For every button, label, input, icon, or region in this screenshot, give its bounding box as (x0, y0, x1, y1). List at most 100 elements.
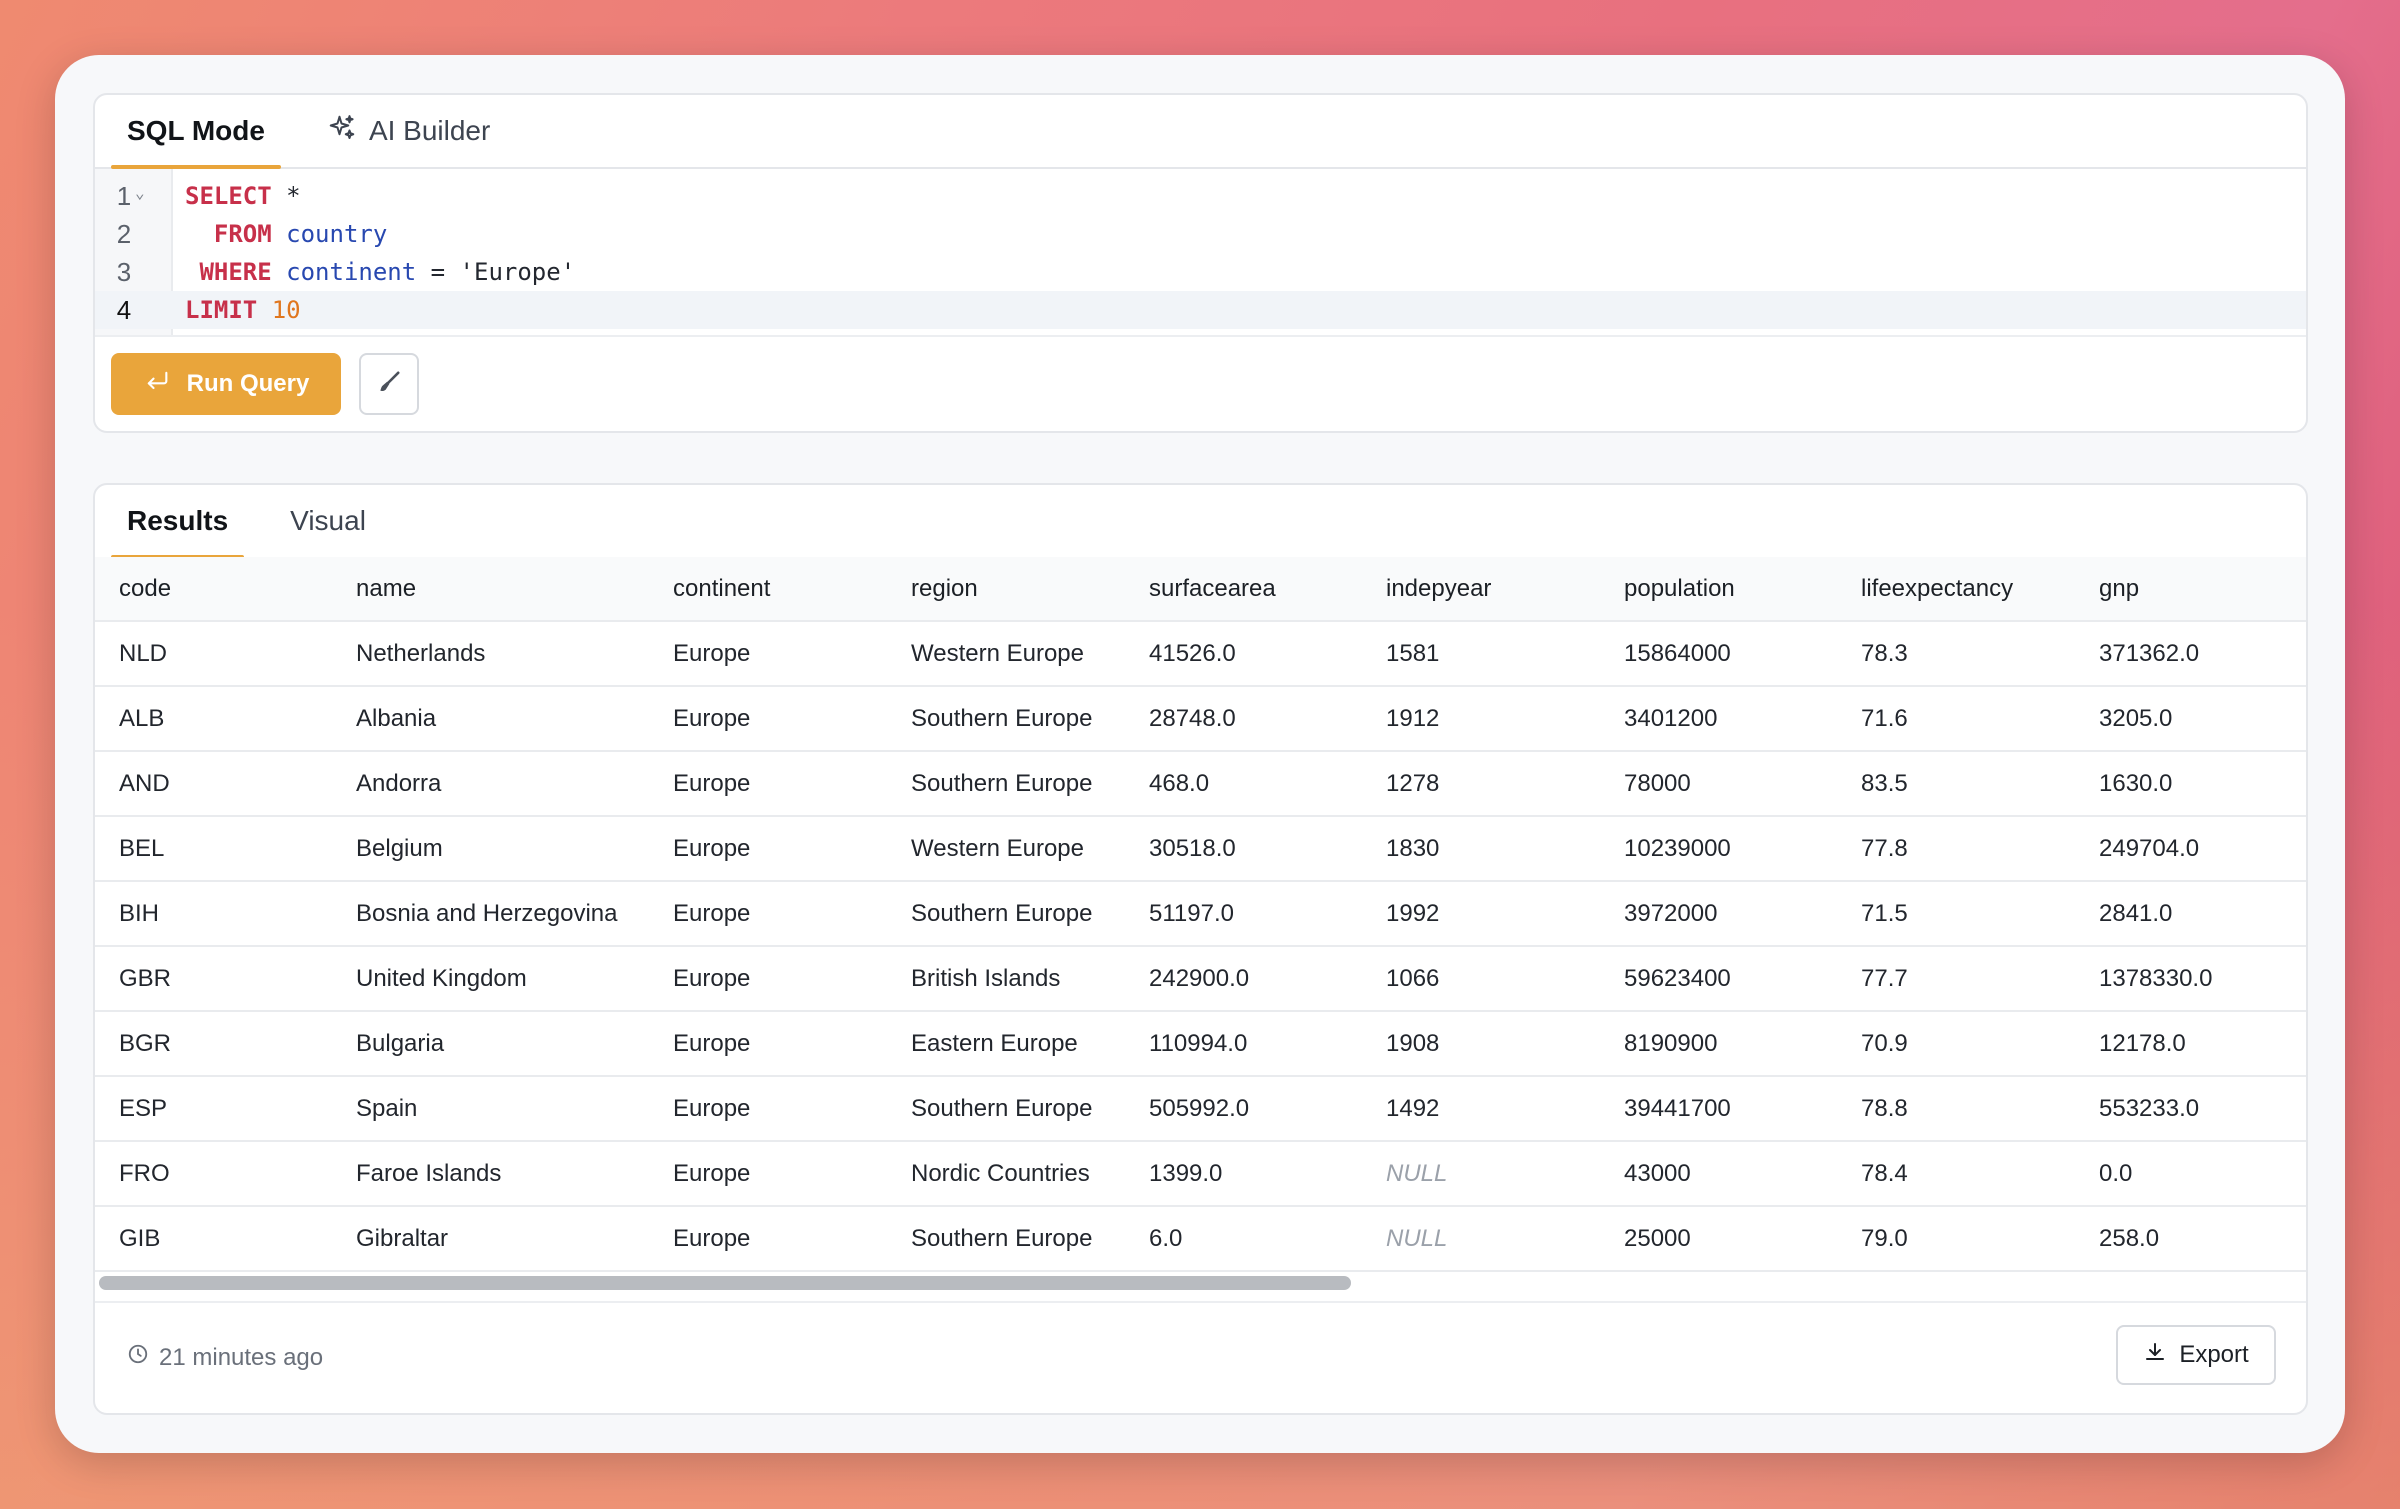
tab-label: AI Builder (368, 115, 491, 146)
table-cell: NULL (1362, 1141, 1600, 1207)
table-row[interactable]: BIH Bosnia and Herzegovina Europe Southern … (95, 881, 2306, 947)
enter-icon (143, 367, 171, 402)
code-token (272, 220, 286, 248)
code-token: = 'Europe' (416, 258, 576, 286)
tab-sql-mode[interactable]: SQL Mode (111, 95, 281, 169)
table-cell: Southern Europe (887, 1206, 1125, 1272)
table-cell: ESP (95, 1076, 332, 1142)
export-button[interactable]: Export (2116, 1325, 2276, 1385)
clock-icon (127, 1343, 149, 1372)
table-cell: BGR (95, 1011, 332, 1077)
code-line[interactable]: 4 LIMIT 10 (95, 291, 2306, 329)
table-cell: 0.0 (2075, 1141, 2306, 1207)
table-cell: Southern Europe (887, 751, 1125, 817)
table-row[interactable]: BGR Bulgaria Europe Eastern Europe 110994.0 1… (95, 1011, 2306, 1077)
table-cell: 28748.0 (1125, 686, 1362, 752)
fold-chevron-icon[interactable]: ⌄ (135, 183, 145, 202)
column-header-gnp[interactable]: gnp (2075, 557, 2306, 622)
table-cell: Bosnia and Herzegovina (332, 881, 649, 947)
table-cell: Europe (649, 881, 887, 947)
code-token: country (286, 220, 388, 248)
table-cell: NULL (1362, 1206, 1600, 1272)
table-row[interactable]: GBR United Kingdom Europe British Islands 24… (95, 946, 2306, 1012)
code-line[interactable]: 1 ⌄ SELECT * (95, 177, 2306, 215)
code-line[interactable]: 2 FROM country (95, 215, 2306, 253)
column-header-code[interactable]: code (95, 557, 332, 622)
table-cell: 78.8 (1837, 1076, 2075, 1142)
column-header-surfacearea[interactable]: surfacearea (1125, 557, 1362, 622)
table-cell: Western Europe (887, 816, 1125, 882)
code-text: SELECT * (185, 182, 301, 210)
line-number: 3 (116, 256, 132, 287)
tab-results[interactable]: Results (111, 485, 245, 559)
column-header-indepyear[interactable]: indepyear (1362, 557, 1600, 622)
format-query-button[interactable] (359, 353, 419, 415)
code-token: * (271, 182, 301, 210)
column-header-region[interactable]: region (887, 557, 1125, 622)
tab-visual[interactable]: Visual (274, 485, 382, 557)
table-cell: Gibraltar (332, 1206, 649, 1272)
table-cell: 1992 (1362, 881, 1600, 947)
code-token: LIMIT (185, 296, 258, 324)
table-cell: Europe (649, 1076, 887, 1142)
table-cell: 79.0 (1837, 1206, 2075, 1272)
table-cell: Faroe Islands (332, 1141, 649, 1207)
column-header-continent[interactable]: continent (649, 557, 887, 622)
table-cell: BIH (95, 881, 332, 947)
table-cell: 15864000 (1600, 621, 1837, 687)
table-cell: 78.4 (1837, 1141, 2075, 1207)
table-cell: 1912 (1362, 686, 1600, 752)
code-token: 10 (271, 296, 301, 324)
query-editor-panel: SQL Mode AI Builder 1 ⌄ SELECT * 2 FROM cou… (93, 93, 2308, 433)
table-cell: Eastern Europe (887, 1011, 1125, 1077)
table-cell: 1830 (1362, 816, 1600, 882)
table-cell: 3401200 (1600, 686, 1837, 752)
table-cell: ALB (95, 686, 332, 752)
table-cell: Albania (332, 686, 649, 752)
table-cell: Belgium (332, 816, 649, 882)
export-label: Export (2179, 1341, 2249, 1368)
table-cell: 8190900 (1600, 1011, 1837, 1077)
column-header-lifeexpectancy[interactable]: lifeexpectancy (1837, 557, 2075, 622)
run-query-label: Run Query (186, 370, 310, 397)
table-row[interactable]: FRO Faroe Islands Europe Nordic Countries 13… (95, 1141, 2306, 1207)
table-cell: GBR (95, 946, 332, 1012)
table-row[interactable]: NLD Netherlands Europe Western Europe 41526.… (95, 621, 2306, 687)
table-cell: British Islands (887, 946, 1125, 1012)
table-cell: 70.9 (1837, 1011, 2075, 1077)
tab-label: Results (127, 505, 229, 536)
table-cell: 110994.0 (1125, 1011, 1362, 1077)
table-row[interactable]: ALB Albania Europe Southern Europe 28748.0 19… (95, 686, 2306, 752)
table-cell: Europe (649, 751, 887, 817)
table-cell: 1399.0 (1125, 1141, 1362, 1207)
table-cell: 10239000 (1600, 816, 1837, 882)
results-table: code name continent region surfacearea indepy… (95, 557, 2306, 1272)
table-cell: 71.5 (1837, 881, 2075, 947)
table-cell: Western Europe (887, 621, 1125, 687)
table-row[interactable]: BEL Belgium Europe Western Europe 30518.0 183… (95, 816, 2306, 882)
table-cell: 2841.0 (2075, 881, 2306, 947)
table-cell: AND (95, 751, 332, 817)
table-cell: 1630.0 (2075, 751, 2306, 817)
editor-tabbar: SQL Mode AI Builder (95, 95, 2306, 169)
table-cell: 1581 (1362, 621, 1600, 687)
tab-label: Visual (290, 505, 366, 536)
code-line[interactable]: 3 WHERE continent = 'Europe' (95, 253, 2306, 291)
table-cell: 6.0 (1125, 1206, 1362, 1272)
column-header-population[interactable]: population (1600, 557, 1837, 622)
code-text: WHERE continent = 'Europe' (185, 258, 575, 286)
table-row[interactable]: AND Andorra Europe Southern Europe 468.0 1278… (95, 751, 2306, 817)
sql-code-editor[interactable]: 1 ⌄ SELECT * 2 FROM country 3 WHERE continen… (95, 169, 2306, 337)
code-token: continent (286, 258, 417, 286)
table-cell: 12178.0 (2075, 1011, 2306, 1077)
tab-ai-builder[interactable]: AI Builder (311, 95, 506, 167)
column-header-name[interactable]: name (332, 557, 649, 622)
table-row[interactable]: GIB Gibraltar Europe Southern Europe 6.0 NULL… (95, 1206, 2306, 1272)
table-cell: Bulgaria (332, 1011, 649, 1077)
table-cell: 242900.0 (1125, 946, 1362, 1012)
horizontal-scrollbar[interactable] (99, 1276, 1351, 1290)
table-row[interactable]: ESP Spain Europe Southern Europe 505992.0 149… (95, 1076, 2306, 1142)
table-cell: 1378330.0 (2075, 946, 2306, 1012)
table-cell: 3205.0 (2075, 686, 2306, 752)
run-query-button[interactable]: Run Query (111, 353, 341, 415)
